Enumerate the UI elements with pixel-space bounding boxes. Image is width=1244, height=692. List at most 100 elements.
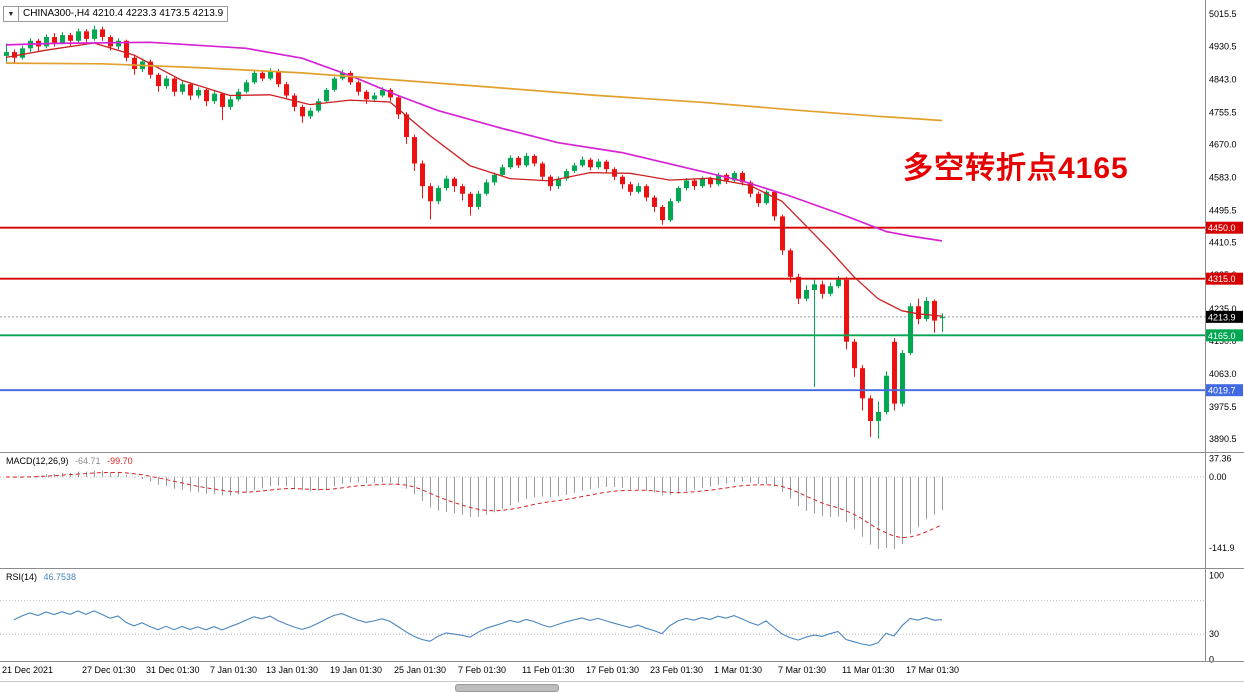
candle-body [476,193,481,207]
candle-body [276,70,281,85]
candle-body [388,89,393,98]
macd-signal-line [5,471,943,539]
candle-body [588,159,593,168]
time-axis-label: 17 Feb 01:30 [586,665,639,675]
candle-body [780,216,785,251]
macd-axis-tick: 37.36 [1209,453,1232,463]
candle-body [132,57,137,70]
time-axis-label: 23 Feb 01:30 [650,665,703,675]
macd-signal-value: -99.70 [107,456,133,466]
candle-body [676,188,681,202]
candle-body [188,84,193,96]
candle-body [308,110,313,117]
candle-body [516,157,521,166]
price-level-tag-label: 4315.0 [1208,274,1236,284]
price-axis-tick: 3890.5 [1209,434,1237,444]
candle-body [876,411,881,422]
time-axis-label: 11 Feb 01:30 [522,665,574,675]
candle-body [412,137,417,164]
price-axis-tick: 4235.0 [1209,304,1237,314]
candle-body [220,93,225,107]
candle-body [628,184,633,192]
horizontal-scrollbar[interactable] [0,681,1244,692]
candle-body [596,161,601,168]
ma-fast-red [5,42,943,317]
candle-body [668,201,673,221]
price-axis-tick: 4755.5 [1209,107,1237,117]
candle-body [60,35,65,43]
candle-body [468,193,473,207]
price-level-tag-label: 4165.0 [1208,331,1236,341]
candle-body [684,180,689,189]
time-axis-label: 7 Jan 01:30 [210,665,257,675]
candle-body [708,178,713,185]
price-level-tag [1206,272,1243,285]
candle-body [484,182,489,194]
candle-body [428,186,433,202]
candle-body [556,178,561,187]
candle-body [228,99,233,107]
candle-body [620,176,625,185]
time-axis-label: 17 Mar 01:30 [906,665,959,675]
time-axis-label: 21 Dec 2021 [2,665,53,675]
price-axis-tick: 4063.0 [1209,369,1237,379]
candle-body [636,186,641,192]
price-level-tag-label: 4450.0 [1208,223,1236,233]
candle-body [348,72,353,83]
candle-body [12,52,17,58]
price-level-tag [1206,221,1243,234]
time-axis-label: 7 Mar 01:30 [778,665,826,675]
candle-body [364,91,369,100]
candle-body [796,276,801,299]
candle-body [76,31,81,41]
chevron-down-icon: ▼ [7,10,15,18]
time-axis-label: 31 Dec 01:30 [146,665,200,675]
rsi-axis-tick: 30 [1209,629,1219,639]
candle-body [892,341,897,404]
candle-body [356,82,361,92]
rsi-indicator-label: RSI(14) 46.7538 [6,572,80,582]
scrollbar-thumb[interactable] [455,684,559,692]
candle-body [372,95,377,100]
rsi-axis-tick: 100 [1209,571,1224,581]
candle-body [844,279,849,342]
candle-body [172,78,177,92]
candle-body [20,48,25,58]
symbol-dropdown-button[interactable]: ▼ [4,7,19,21]
candle-body [452,178,457,187]
candle-body [164,78,169,87]
candle-body [380,89,385,96]
time-axis-label: 27 Dec 01:30 [82,665,136,675]
candle-body [756,193,761,204]
candle-body [4,52,9,56]
candle-body [100,29,105,38]
candle-body [812,284,817,291]
candle-body [332,78,337,90]
candle-body [836,279,841,287]
candle-body [524,155,529,166]
ma-mid-magenta [5,41,943,242]
candle-body [580,159,585,166]
ma-slow-orange [5,62,943,122]
candle-body [124,40,129,58]
candle-body [908,306,913,354]
candle-body [868,398,873,422]
price-level-tag-label: 4019.7 [1208,386,1236,396]
rsi-line [13,610,943,646]
candle-body [84,31,89,39]
candle-body [644,186,649,198]
candle-body [156,74,161,87]
candle-body [396,97,401,115]
candle-body [820,284,825,294]
candle-body [772,191,777,217]
candle-body [508,157,513,168]
price-axis-tick: 4410.5 [1209,238,1237,248]
candle-body [604,161,609,170]
candle-body [900,353,905,404]
candle-body [828,286,833,294]
candle-body [52,37,57,43]
chart-annotation-text[interactable]: 多空转折点4165 [903,152,1129,185]
price-axis-tick: 4670.0 [1209,140,1237,150]
price-axis-tick: 5015.5 [1209,9,1237,19]
